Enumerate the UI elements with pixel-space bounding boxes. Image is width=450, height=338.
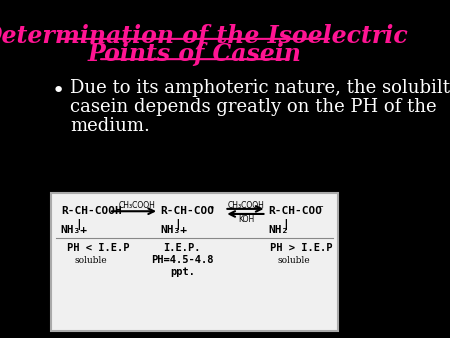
Text: Due to its amphoteric nature, the solubilty of: Due to its amphoteric nature, the solubi… (70, 79, 450, 97)
Text: R-CH-COO: R-CH-COO (268, 206, 322, 216)
Text: |: | (175, 219, 181, 230)
Text: R-CH-COOH: R-CH-COOH (61, 206, 122, 216)
Text: NH₃+: NH₃+ (161, 225, 188, 235)
Text: ⁻: ⁻ (317, 204, 323, 215)
Text: CH₃COOH: CH₃COOH (119, 201, 156, 210)
Text: soluble: soluble (277, 256, 310, 265)
Text: medium.: medium. (70, 117, 150, 135)
Text: |: | (282, 219, 289, 230)
Text: NH₃+: NH₃+ (61, 225, 88, 235)
Text: I.E.P.: I.E.P. (164, 243, 201, 254)
Text: NH₂: NH₂ (268, 225, 288, 235)
Text: casein depends greatly on the PH of the: casein depends greatly on the PH of the (70, 98, 437, 116)
Text: |: | (75, 219, 81, 230)
Text: PH < I.E.P: PH < I.E.P (67, 243, 130, 254)
Text: PH=4.5-4.8: PH=4.5-4.8 (151, 255, 214, 265)
Text: •: • (51, 81, 65, 101)
Text: CH₃COOH: CH₃COOH (228, 201, 265, 210)
Text: PH > I.E.P: PH > I.E.P (270, 243, 332, 254)
Text: Determination of the Isoelectric: Determination of the Isoelectric (0, 24, 408, 48)
Text: •: • (210, 204, 215, 214)
Text: Points of Casein: Points of Casein (88, 42, 302, 66)
Text: ppt.: ppt. (170, 267, 195, 277)
Bar (51, 193, 338, 331)
Text: soluble: soluble (75, 256, 108, 265)
Text: R-CH-COO: R-CH-COO (161, 206, 215, 216)
Text: KOH: KOH (238, 215, 254, 224)
